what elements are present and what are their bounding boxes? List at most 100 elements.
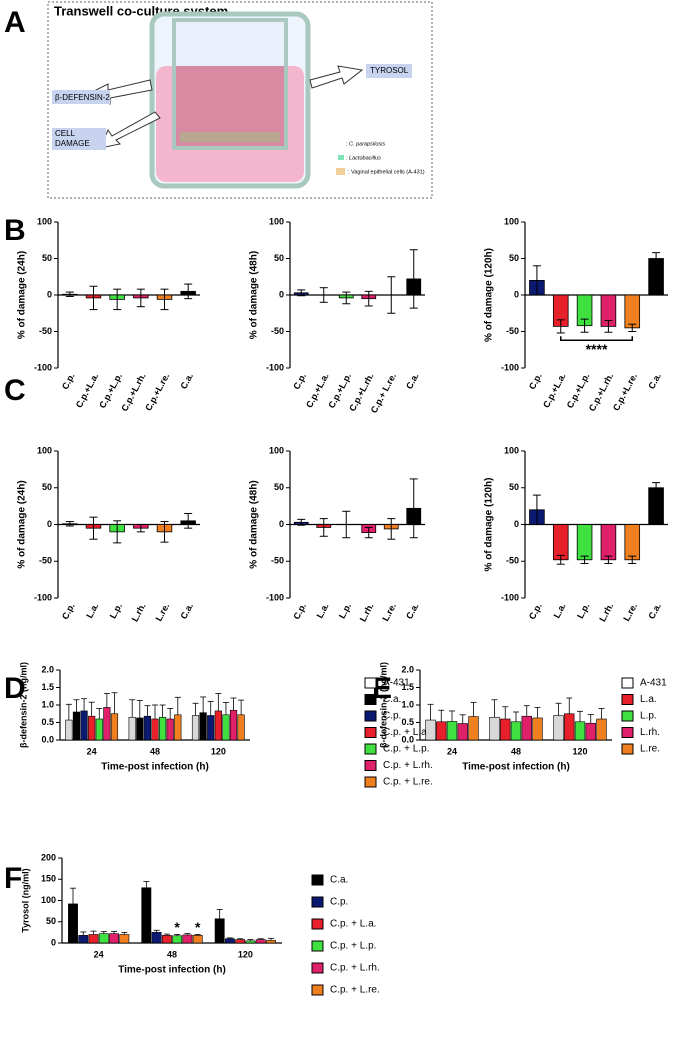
bar: [98, 933, 109, 944]
x-tick-label: 48: [511, 746, 521, 756]
error-bar: [247, 939, 254, 941]
error-bar: [459, 714, 466, 724]
error-bar: [200, 696, 207, 713]
error-bar: [111, 692, 118, 714]
bar: [143, 715, 152, 741]
legend-label: C.p. + L.p.: [330, 941, 376, 952]
bar: [235, 939, 246, 944]
x-tick-label: L.re.: [380, 601, 398, 622]
error-bar: [364, 290, 373, 307]
error-bar: [628, 555, 637, 564]
bar: [214, 710, 222, 741]
x-tick-label: L.p.: [337, 601, 353, 620]
error-bar: [81, 698, 88, 711]
x-tick-label: L.p.: [575, 601, 591, 620]
error-bar: [387, 276, 396, 314]
legend-label: C.p.: [383, 711, 401, 722]
y-axis-label: % of damage (24h): [17, 251, 28, 339]
error-bar: [143, 880, 150, 888]
error-bar: [65, 521, 74, 527]
significance-marker: *: [195, 919, 201, 935]
x-tick-label: C.p.: [291, 601, 308, 621]
x-tick-label: C.p.+L.p.: [97, 371, 124, 409]
legend-icon: [336, 168, 345, 175]
error-bar: [387, 518, 396, 540]
x-tick-label: 48: [167, 949, 177, 959]
error-bar: [184, 933, 191, 935]
panel-label: F: [4, 862, 22, 895]
x-tick-label: 24: [87, 746, 97, 756]
y-axis-label: % of damage (48h): [249, 251, 260, 339]
error-bar: [470, 702, 477, 717]
panel-label: D: [4, 672, 26, 705]
bar: [78, 935, 89, 944]
x-axis-label: Time-post infection (h): [118, 965, 226, 976]
y-tick-label: 100: [37, 216, 52, 226]
bar: [151, 718, 159, 741]
y-tick-label: 0: [279, 289, 284, 299]
panel-label: A: [4, 6, 26, 39]
bar: [161, 935, 172, 944]
x-tick-label: L.rh.: [130, 601, 148, 623]
error-bar: [449, 710, 455, 722]
error-bar: [238, 699, 245, 715]
error-bar: [534, 707, 541, 718]
error-bar: [580, 318, 589, 333]
bar: [624, 524, 641, 561]
y-tick-label: -50: [39, 326, 52, 336]
bar: [141, 887, 152, 944]
bar: [596, 718, 607, 741]
error-bar: [103, 693, 110, 708]
error-bar: [160, 288, 169, 311]
y-tick-label: -100: [266, 592, 284, 602]
error-bar: [144, 705, 151, 717]
legend-text: : Lactobacillus: [346, 155, 381, 161]
error-bar: [159, 704, 166, 718]
error-bar: [652, 252, 661, 265]
tyrosol-label: TYROSOL: [370, 66, 409, 75]
legend-swatch: [621, 677, 634, 689]
y-tick-label: 200: [41, 852, 56, 862]
error-bar: [80, 931, 87, 936]
error-bar: [652, 482, 661, 494]
label-box: [366, 64, 412, 78]
bar: [553, 715, 564, 741]
x-tick-label: C.a.: [178, 601, 195, 620]
y-tick-label: 50: [274, 482, 284, 492]
legend-label: A-431: [640, 678, 667, 689]
legend-text: : Vaginal epithelial cells (A-431): [348, 169, 425, 175]
error-bar: [113, 288, 122, 311]
bar: [457, 723, 468, 741]
panel-label: E: [372, 672, 392, 705]
error-bar: [184, 512, 193, 529]
y-tick-label: 100: [41, 895, 56, 905]
error-bar: [513, 711, 519, 722]
y-axis-label: β-defensin-2 (ng/ml): [18, 662, 28, 748]
bar: [521, 715, 532, 741]
bar: [266, 940, 276, 944]
error-bar: [319, 518, 328, 537]
legend-label: L.a.: [640, 694, 657, 705]
error-bar: [167, 708, 174, 719]
y-tick-label: 2.0: [401, 664, 414, 674]
bar: [65, 719, 73, 741]
bar: [68, 903, 78, 944]
y-tick-label: 50: [42, 482, 52, 492]
error-bar: [555, 702, 562, 716]
x-tick-label: C.p.: [291, 371, 308, 391]
x-axis-label: Time-post infection (h): [101, 762, 209, 773]
legend-swatch: [364, 776, 377, 788]
legend-swatch: [311, 896, 324, 908]
bar: [119, 934, 130, 944]
legend-label: C.p. + L.p.: [383, 744, 429, 755]
error-bar: [427, 703, 434, 721]
bar: [110, 713, 119, 741]
error-bar: [556, 319, 565, 334]
y-tick-label: 1.5: [41, 682, 54, 692]
bar: [109, 933, 120, 944]
error-bar: [163, 933, 170, 936]
error-bar: [129, 699, 136, 718]
x-tick-label: 24: [94, 949, 104, 959]
x-tick-label: C.a.: [646, 601, 663, 620]
